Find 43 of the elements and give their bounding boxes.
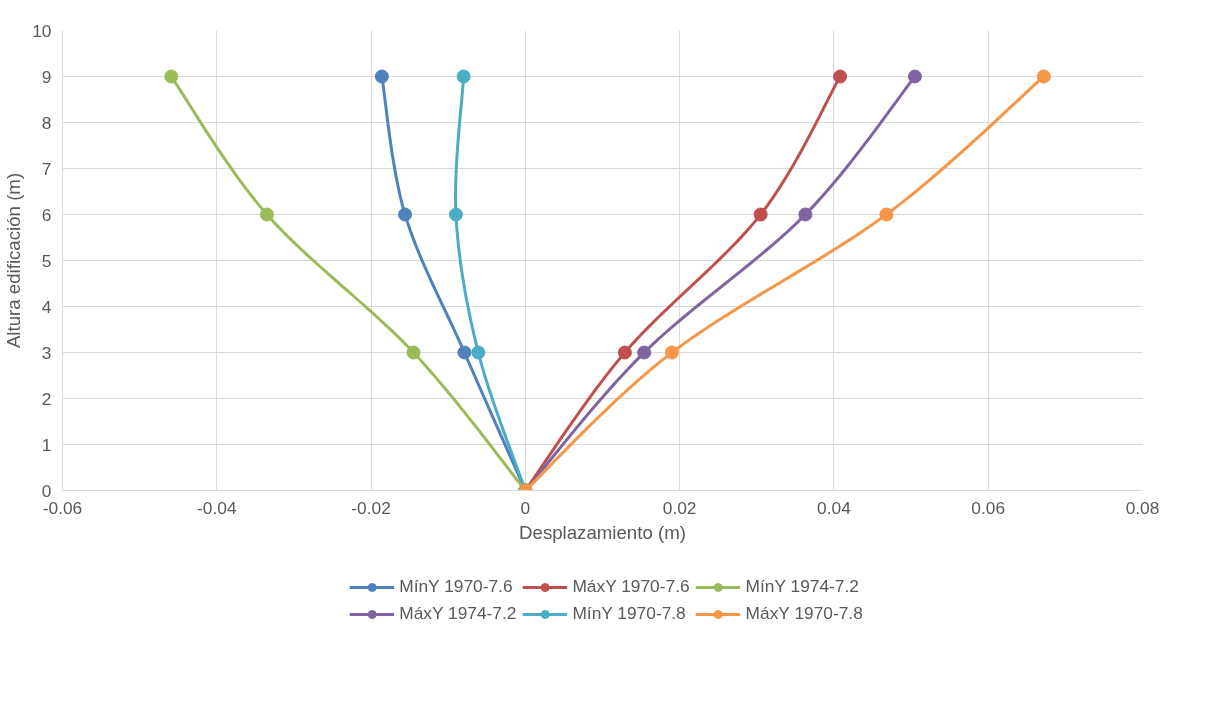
y-tick-label: 1 [41, 434, 52, 455]
x-axis-title: Desplazamiento (m) [519, 521, 686, 543]
legend-label: MínY 1970-7.8 [572, 603, 686, 624]
point [1036, 69, 1051, 84]
point [398, 207, 413, 222]
legend-label: MáxY 1970-7.6 [572, 576, 690, 597]
point [617, 345, 632, 360]
point [471, 345, 486, 360]
point [164, 69, 179, 84]
y-tick-label: 5 [41, 250, 52, 271]
x-tick-label: 0.02 [662, 497, 697, 518]
point [448, 207, 463, 222]
point [456, 69, 471, 84]
y-axis-title: Altura edificación (m) [3, 172, 25, 349]
x-tick-label: 0.06 [971, 497, 1006, 518]
legend-label: MínY 1974-7.2 [745, 576, 859, 597]
point [907, 69, 922, 84]
y-tick-label: 6 [41, 204, 52, 225]
x-tick-label: -0.04 [197, 497, 237, 518]
point [664, 345, 679, 360]
point [637, 345, 652, 360]
x-tick-label: 0.08 [1125, 497, 1160, 518]
point [457, 345, 472, 360]
y-tick-label: 10 [32, 20, 52, 41]
y-tick-label: 7 [41, 158, 52, 179]
y-tick-label: 8 [41, 112, 52, 133]
y-tick-label: 4 [41, 296, 52, 317]
point [833, 69, 848, 84]
legend-label: MáxY 1970-7.8 [745, 603, 863, 624]
x-tick-label: 0.04 [817, 497, 852, 518]
point [259, 207, 274, 222]
point [879, 207, 894, 222]
y-tick-label: 9 [41, 66, 52, 87]
y-tick-label: 3 [41, 342, 52, 363]
x-tick-label: -0.02 [351, 497, 391, 518]
y-tick-label: 2 [41, 388, 52, 409]
legend-label: MínY 1970-7.6 [399, 576, 513, 597]
point [406, 345, 421, 360]
point [753, 207, 768, 222]
point [374, 69, 389, 84]
legend-label: MáxY 1974-7.2 [399, 603, 517, 624]
x-tick-label: 0 [520, 497, 531, 518]
point [798, 207, 813, 222]
